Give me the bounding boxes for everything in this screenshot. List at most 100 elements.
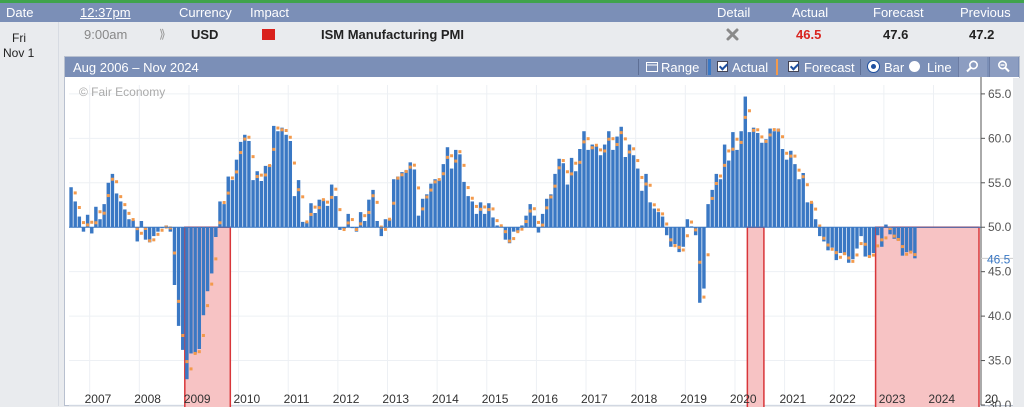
actual-bar bbox=[830, 227, 834, 248]
actual-bar bbox=[743, 96, 748, 228]
forecast-marker bbox=[115, 180, 119, 184]
actual-bar bbox=[884, 224, 888, 228]
actual-bar bbox=[851, 227, 855, 260]
actual-bar bbox=[809, 202, 814, 228]
forecast-marker bbox=[235, 170, 239, 174]
forecast-marker bbox=[847, 256, 851, 260]
forecast-marker bbox=[702, 295, 706, 299]
forecast-marker bbox=[652, 203, 656, 207]
forecast-marker bbox=[764, 139, 768, 143]
actual-bar bbox=[189, 227, 193, 354]
forecast-marker bbox=[425, 195, 429, 199]
forecast-marker bbox=[127, 211, 131, 215]
forecast-marker bbox=[77, 205, 81, 209]
actual-bar bbox=[644, 173, 648, 228]
actual-bar bbox=[454, 149, 458, 228]
actual-bar bbox=[90, 227, 94, 234]
line-radio[interactable] bbox=[909, 61, 920, 72]
forecast-marker bbox=[321, 198, 325, 202]
forecast-marker bbox=[834, 251, 838, 255]
actual-bar bbox=[222, 204, 226, 228]
forecast-marker bbox=[367, 210, 371, 214]
line-radio-label[interactable]: Line bbox=[927, 60, 952, 75]
actual-bar bbox=[230, 180, 235, 228]
calendar-icon[interactable] bbox=[646, 61, 658, 72]
x-tick-label: 2012 bbox=[333, 392, 360, 406]
forecast-marker bbox=[226, 191, 230, 195]
forecast-marker bbox=[301, 195, 305, 199]
forecast-marker bbox=[632, 147, 636, 151]
actual-bar bbox=[226, 176, 230, 228]
actual-bar bbox=[863, 227, 867, 257]
actual-bar bbox=[284, 134, 288, 228]
forecast-toggle-label[interactable]: Forecast bbox=[804, 60, 855, 75]
event-name[interactable]: ISM Manufacturing PMI bbox=[321, 27, 464, 42]
forecast-marker bbox=[350, 218, 354, 222]
actual-bar bbox=[755, 133, 760, 228]
bar-radio-label[interactable]: Bar bbox=[884, 60, 905, 75]
actual-bar bbox=[784, 159, 789, 228]
forecast-marker bbox=[553, 184, 557, 188]
forecast-marker bbox=[251, 155, 255, 159]
zoom-in-button[interactable] bbox=[958, 57, 987, 77]
actual-checkbox[interactable] bbox=[717, 61, 728, 72]
actual-bar bbox=[172, 227, 177, 285]
close-detail-icon[interactable] bbox=[725, 27, 740, 42]
header-time-link[interactable]: 12:37pm bbox=[80, 5, 131, 20]
forecast-marker bbox=[106, 194, 110, 198]
day-column: Fri Nov 1 bbox=[0, 22, 59, 406]
actual-bar bbox=[677, 227, 681, 253]
forecast-marker bbox=[528, 209, 532, 213]
forecast-marker bbox=[392, 201, 396, 205]
actual-bar bbox=[458, 154, 462, 228]
x-tick-label: 2017 bbox=[581, 392, 608, 406]
forecast-marker bbox=[342, 228, 346, 232]
forecast-checkbox[interactable] bbox=[788, 61, 799, 72]
forecast-marker bbox=[557, 166, 561, 170]
forecast-marker bbox=[805, 183, 809, 187]
actual-bar bbox=[859, 227, 863, 237]
forecast-marker bbox=[458, 150, 462, 154]
x-tick-label: 2021 bbox=[780, 392, 807, 406]
actual-bar bbox=[793, 164, 797, 228]
event-row[interactable]: 9:00am ⟫ USD ISM Manufacturing PMI 46.5 … bbox=[59, 22, 1024, 46]
shaded-period bbox=[874, 226, 980, 407]
forecast-marker bbox=[263, 173, 267, 177]
forecast-marker bbox=[913, 253, 917, 257]
forecast-marker bbox=[135, 227, 139, 231]
forecast-marker bbox=[760, 135, 764, 139]
forecast-marker bbox=[86, 223, 90, 227]
x-tick-label: 2007 bbox=[85, 392, 112, 406]
x-tick-label: 2010 bbox=[234, 392, 261, 406]
actual-bar bbox=[433, 179, 437, 228]
actual-bar bbox=[818, 227, 822, 237]
forecast-marker bbox=[843, 252, 847, 256]
actual-bar bbox=[813, 219, 818, 228]
forecast-marker bbox=[541, 223, 545, 227]
y-tick-label: 40.0 bbox=[988, 309, 1012, 323]
actual-bars bbox=[69, 96, 917, 380]
bar-radio[interactable] bbox=[868, 61, 879, 72]
header-actual: Actual bbox=[792, 5, 829, 20]
forecast-marker bbox=[905, 252, 909, 256]
forecast-marker bbox=[144, 226, 148, 230]
forecast-marker bbox=[123, 203, 127, 207]
forecast-marker bbox=[880, 238, 884, 242]
forecast-marker bbox=[284, 129, 288, 133]
range-button[interactable]: Range bbox=[661, 60, 700, 75]
actual-bar bbox=[619, 126, 623, 228]
actual-bar bbox=[892, 227, 896, 239]
actual-bar bbox=[445, 147, 450, 228]
forecast-marker bbox=[152, 238, 156, 242]
actual-bar bbox=[135, 227, 139, 242]
pmi-chart[interactable]: 30.0 35.0 40.0 45.0 50.0 55.0 60.0 65.0 46.5 2007… bbox=[65, 77, 1019, 407]
zoom-out-icon bbox=[997, 60, 1010, 73]
actual-bar bbox=[491, 217, 495, 228]
actual-bar bbox=[875, 227, 880, 236]
forecast-marker bbox=[201, 333, 205, 337]
forecast-marker bbox=[272, 147, 276, 151]
forecast-marker bbox=[607, 137, 611, 141]
actual-bar bbox=[681, 227, 685, 247]
actual-toggle-label[interactable]: Actual bbox=[732, 60, 769, 75]
zoom-out-button[interactable] bbox=[989, 57, 1018, 77]
